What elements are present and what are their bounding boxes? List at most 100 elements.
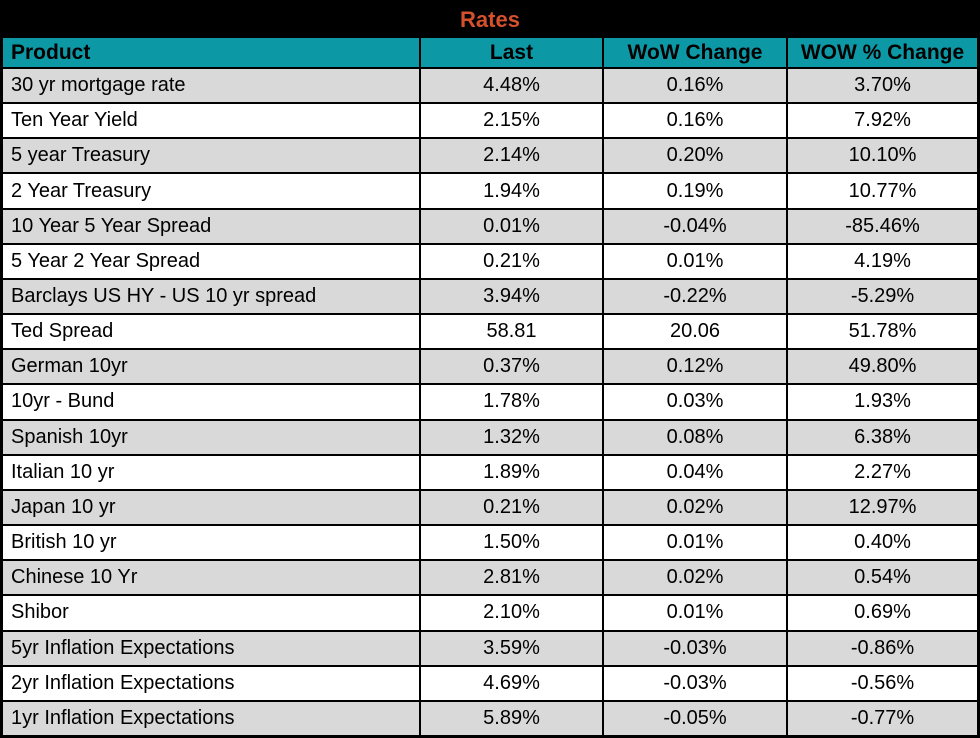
wow-pct-change-cell: 51.78% [788, 315, 977, 349]
last-cell: 1.32% [421, 420, 602, 454]
wow-pct-change-cell: 1.93% [788, 385, 977, 419]
wow-pct-change-cell: 6.38% [788, 420, 977, 454]
wow-pct-change-cell: 10.10% [788, 139, 977, 173]
wow-pct-change-cell: 0.40% [788, 526, 977, 560]
table-row: 10 Year 5 Year Spread 0.01% -0.04% -85.46% [3, 209, 977, 243]
table-title-bar: Rates [3, 3, 977, 36]
table-row: German 10yr 0.37% 0.12% 49.80% [3, 350, 977, 384]
table-row: 10yr - Bund 1.78% 0.03% 1.93% [3, 385, 977, 419]
product-cell: 2 Year Treasury [3, 174, 419, 208]
wow-change-cell: -0.04% [604, 209, 786, 243]
column-header-wow-pct-change: WOW % Change [788, 38, 977, 67]
table-row: Ten Year Yield 2.15% 0.16% 7.92% [3, 104, 977, 138]
table-row: Shibor 2.10% 0.01% 0.69% [3, 596, 977, 630]
table-row: Barclays US HY - US 10 yr spread 3.94% -0.… [3, 279, 977, 314]
product-cell: Spanish 10yr [3, 420, 419, 454]
column-header-last: Last [421, 38, 602, 67]
wow-change-cell: 0.08% [604, 420, 786, 454]
wow-pct-change-cell: 2.27% [788, 455, 977, 489]
last-cell: 3.94% [421, 279, 602, 314]
product-cell: Shibor [3, 596, 419, 630]
last-cell: 0.01% [421, 209, 602, 243]
product-cell: Chinese 10 Yr [3, 561, 419, 595]
last-cell: 1.50% [421, 526, 602, 560]
table-row: 2yr Inflation Expectations 4.69% -0.03% -0.… [3, 666, 977, 700]
table-row: 2 Year Treasury 1.94% 0.19% 10.77% [3, 174, 977, 208]
wow-change-cell: 0.04% [604, 455, 786, 489]
wow-change-cell: 0.16% [604, 104, 786, 138]
last-cell: 1.89% [421, 455, 602, 489]
table-row: 5yr Inflation Expectations 3.59% -0.03% -0.… [3, 631, 977, 665]
last-cell: 1.78% [421, 385, 602, 419]
wow-pct-change-cell: -85.46% [788, 209, 977, 243]
wow-change-cell: -0.05% [604, 701, 786, 735]
last-cell: 0.21% [421, 244, 602, 278]
table-row: British 10 yr 1.50% 0.01% 0.40% [3, 526, 977, 560]
product-cell: 5yr Inflation Expectations [3, 631, 419, 665]
last-cell: 4.69% [421, 666, 602, 700]
table-row: Chinese 10 Yr 2.81% 0.02% 0.54% [3, 561, 977, 595]
header-row: Product Last WoW Change WOW % Change [3, 38, 977, 67]
product-cell: Barclays US HY - US 10 yr spread [3, 279, 419, 314]
table-title: Rates [460, 6, 520, 32]
table-row: Japan 10 yr 0.21% 0.02% 12.97% [3, 490, 977, 525]
table-row: Italian 10 yr 1.89% 0.04% 2.27% [3, 455, 977, 489]
last-cell: 2.81% [421, 561, 602, 595]
product-cell: 5 Year 2 Year Spread [3, 244, 419, 278]
wow-change-cell: 0.19% [604, 174, 786, 208]
last-cell: 4.48% [421, 69, 602, 103]
wow-change-cell: -0.03% [604, 631, 786, 665]
wow-change-cell: -0.03% [604, 666, 786, 700]
wow-change-cell: 0.03% [604, 385, 786, 419]
product-cell: 1yr Inflation Expectations [3, 701, 419, 735]
product-cell: Ted Spread [3, 315, 419, 349]
wow-pct-change-cell: -5.29% [788, 279, 977, 314]
last-cell: 1.94% [421, 174, 602, 208]
table-row: Ted Spread 58.81 20.06 51.78% [3, 315, 977, 349]
product-cell: Ten Year Yield [3, 104, 419, 138]
last-cell: 2.14% [421, 139, 602, 173]
product-cell: German 10yr [3, 350, 419, 384]
wow-change-cell: 20.06 [604, 315, 786, 349]
wow-pct-change-cell: 49.80% [788, 350, 977, 384]
table-row: 30 yr mortgage rate 4.48% 0.16% 3.70% [3, 69, 977, 103]
wow-change-cell: 0.12% [604, 350, 786, 384]
wow-pct-change-cell: 3.70% [788, 69, 977, 103]
column-header-wow-change: WoW Change [604, 38, 786, 67]
last-cell: 0.21% [421, 490, 602, 525]
table-row: 1yr Inflation Expectations 5.89% -0.05% -0.… [3, 701, 977, 735]
wow-pct-change-cell: 0.69% [788, 596, 977, 630]
wow-pct-change-cell: 0.54% [788, 561, 977, 595]
wow-change-cell: 0.16% [604, 69, 786, 103]
last-cell: 2.10% [421, 596, 602, 630]
wow-pct-change-cell: -0.86% [788, 631, 977, 665]
last-cell: 2.15% [421, 104, 602, 138]
wow-change-cell: 0.01% [604, 526, 786, 560]
wow-pct-change-cell: 12.97% [788, 490, 977, 525]
table-row: 5 Year 2 Year Spread 0.21% 0.01% 4.19% [3, 244, 977, 278]
product-cell: 10 Year 5 Year Spread [3, 209, 419, 243]
wow-change-cell: 0.20% [604, 139, 786, 173]
wow-pct-change-cell: -0.77% [788, 701, 977, 735]
wow-change-cell: 0.01% [604, 244, 786, 278]
wow-pct-change-cell: 7.92% [788, 104, 977, 138]
table-row: Spanish 10yr 1.32% 0.08% 6.38% [3, 420, 977, 454]
product-cell: 2yr Inflation Expectations [3, 666, 419, 700]
last-cell: 58.81 [421, 315, 602, 349]
wow-pct-change-cell: -0.56% [788, 666, 977, 700]
wow-pct-change-cell: 10.77% [788, 174, 977, 208]
wow-change-cell: 0.02% [604, 561, 786, 595]
product-cell: 5 year Treasury [3, 139, 419, 173]
column-header-product: Product [3, 38, 419, 67]
product-cell: 30 yr mortgage rate [3, 69, 419, 103]
wow-pct-change-cell: 4.19% [788, 244, 977, 278]
product-cell: Italian 10 yr [3, 455, 419, 489]
wow-change-cell: 0.02% [604, 490, 786, 525]
last-cell: 0.37% [421, 350, 602, 384]
product-cell: Japan 10 yr [3, 490, 419, 525]
last-cell: 3.59% [421, 631, 602, 665]
table-row: 5 year Treasury 2.14% 0.20% 10.10% [3, 139, 977, 173]
wow-change-cell: 0.01% [604, 596, 786, 630]
last-cell: 5.89% [421, 701, 602, 735]
